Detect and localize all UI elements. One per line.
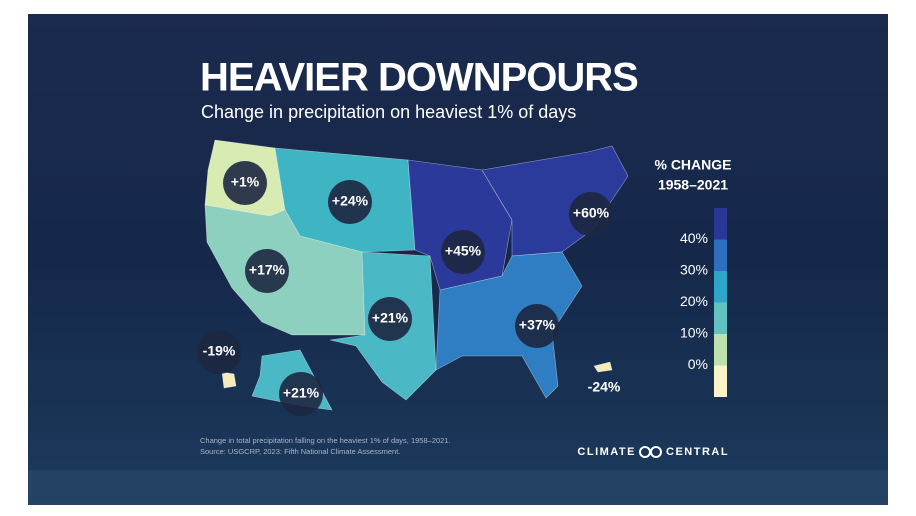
region-label: +37% — [519, 317, 556, 333]
label-badge — [223, 161, 267, 205]
label-badge — [368, 297, 412, 341]
title: HEAVIER DOWNPOURS — [200, 56, 638, 100]
brand-logo — [639, 446, 662, 458]
footnote: Change in total precipitation falling on… — [200, 436, 451, 445]
region-label: +1% — [231, 174, 260, 190]
region — [435, 251, 583, 399]
region-labels: +1% +24% +17% +21% +45% +60% +37% +21% -19% -24% — [197, 161, 621, 416]
label-badge — [569, 192, 613, 236]
legend-label: 30% — [680, 262, 708, 278]
legend-swatch — [714, 365, 727, 397]
region — [593, 361, 613, 373]
legend-label: 40% — [680, 230, 708, 246]
region-label: +60% — [573, 205, 610, 221]
logo-ring — [650, 446, 662, 458]
label-badge — [328, 180, 372, 224]
brand-right: CENTRAL — [666, 446, 729, 458]
legend-swatch — [714, 208, 727, 240]
region-label: +17% — [249, 262, 286, 278]
legend: 40% 30% 20% 10% 0% — [680, 208, 727, 397]
region-label: +45% — [445, 243, 482, 259]
legend-swatch — [714, 302, 727, 334]
label-badge — [515, 304, 559, 348]
region-label: -24% — [588, 379, 621, 395]
legend-swatch — [714, 334, 727, 366]
legend-swatch — [714, 239, 727, 271]
subtitle: Change in precipitation on heaviest 1% o… — [201, 102, 576, 122]
source: Source: USGCRP, 2023: Fifth National Cli… — [200, 447, 400, 456]
bottom-strip — [28, 470, 888, 505]
region-label: +21% — [283, 385, 320, 401]
label-badge — [441, 230, 485, 274]
brand-left: CLIMATE — [577, 446, 636, 458]
legend-label: 20% — [680, 293, 708, 309]
region-label: +21% — [372, 310, 409, 326]
region — [221, 371, 237, 389]
legend-label: 0% — [688, 356, 708, 372]
legend-swatch — [714, 271, 727, 303]
legend-title: % CHANGE — [654, 157, 731, 173]
region-label: +24% — [332, 193, 369, 209]
legend-subtitle: 1958–2021 — [658, 177, 728, 193]
label-badge — [197, 330, 241, 374]
label-badge — [245, 249, 289, 293]
region-label: -19% — [203, 343, 236, 359]
label-badge — [279, 372, 323, 416]
legend-label: 10% — [680, 325, 708, 341]
